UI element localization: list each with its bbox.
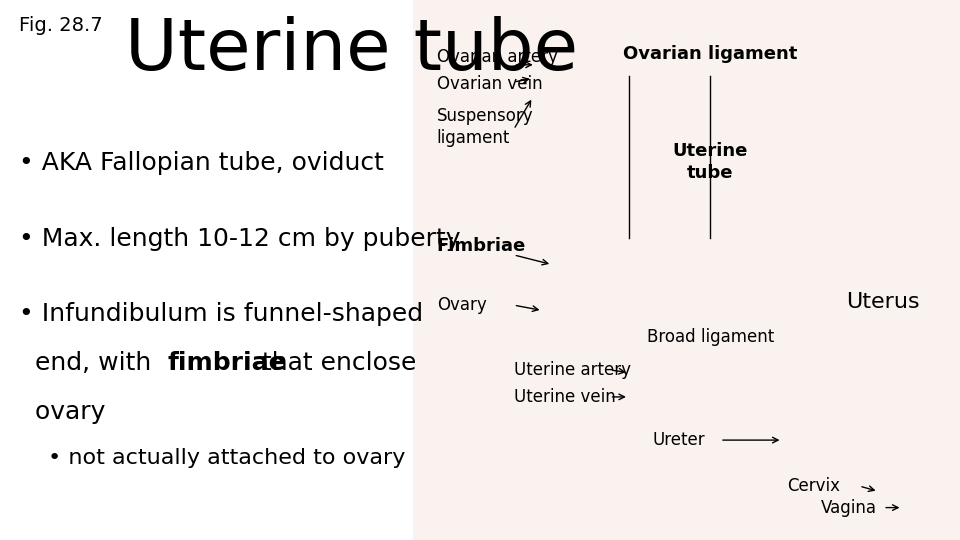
Text: Uterine tube: Uterine tube (125, 16, 578, 85)
Text: tube: tube (687, 164, 733, 182)
Text: Ovarian vein: Ovarian vein (437, 75, 542, 93)
Text: • Infundibulum is funnel-shaped: • Infundibulum is funnel-shaped (19, 302, 423, 326)
Text: Uterine vein: Uterine vein (514, 388, 615, 406)
Text: • not actually attached to ovary: • not actually attached to ovary (48, 448, 405, 468)
Text: • Max. length 10-12 cm by puberty: • Max. length 10-12 cm by puberty (19, 227, 461, 251)
Text: • AKA Fallopian tube, oviduct: • AKA Fallopian tube, oviduct (19, 151, 384, 175)
Text: end, with: end, with (19, 351, 159, 375)
Text: Ovary: Ovary (437, 296, 487, 314)
Text: Cervix: Cervix (787, 477, 840, 495)
Text: fimbriae: fimbriae (168, 351, 287, 375)
Bar (413, 0, 960, 540)
Text: Ovarian ligament: Ovarian ligament (623, 45, 798, 63)
Text: Uterine artery: Uterine artery (514, 361, 631, 379)
Text: Fig. 28.7: Fig. 28.7 (19, 16, 103, 35)
Text: Ureter: Ureter (653, 431, 706, 449)
Text: Suspensory: Suspensory (437, 107, 534, 125)
Text: Uterine: Uterine (673, 142, 748, 160)
Text: ligament: ligament (437, 129, 510, 147)
Text: Ovarian artery: Ovarian artery (437, 48, 558, 66)
Text: Uterus: Uterus (847, 292, 920, 313)
Text: Vagina: Vagina (821, 498, 876, 517)
Text: ovary: ovary (19, 400, 106, 423)
Text: Broad ligament: Broad ligament (647, 328, 774, 347)
Text: that enclose: that enclose (254, 351, 417, 375)
Text: Fimbriae: Fimbriae (437, 237, 526, 255)
